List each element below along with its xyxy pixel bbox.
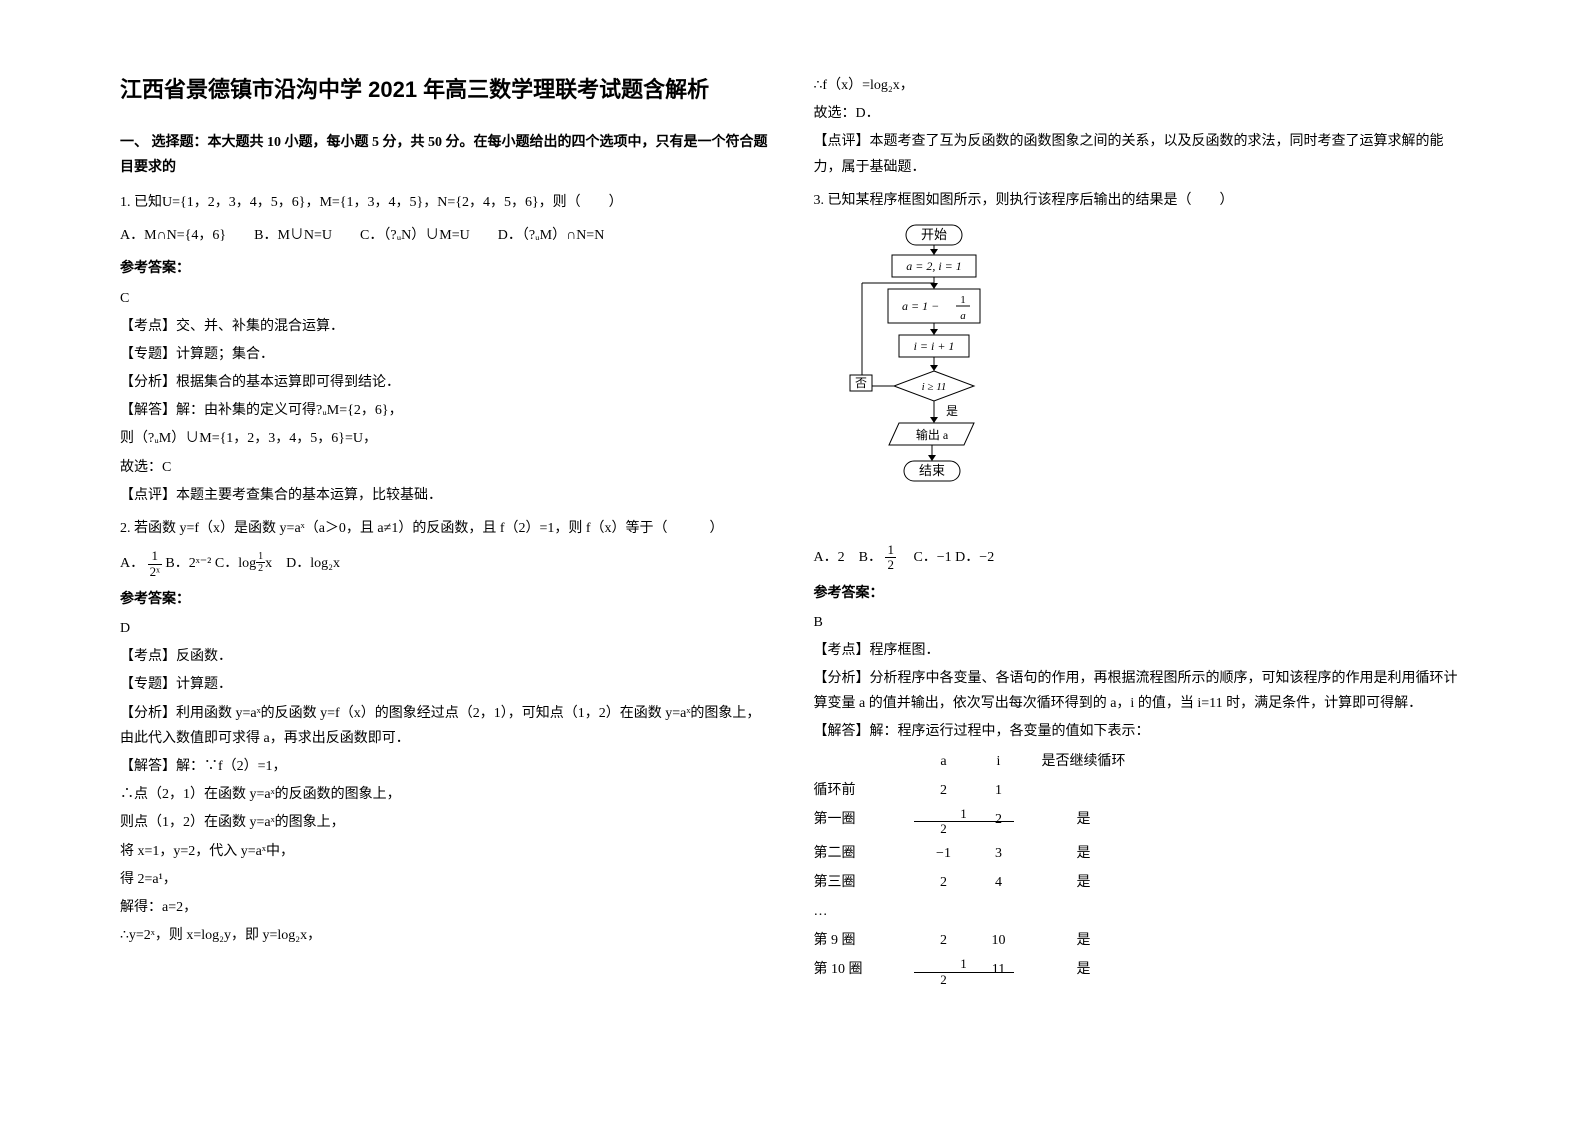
q3-a3: 【解答】解：程序运行过程中，各变量的值如下表示：	[814, 719, 1468, 744]
trace-r0: 循环前 2 1	[814, 778, 1468, 803]
flow-cond-text: i ≥ 11	[921, 381, 946, 393]
flow-frac-den: a	[960, 310, 966, 322]
q3-options: A．2 B． 1 2 C．−1 D．−2	[814, 543, 1468, 573]
q2-a5: ∴点（2，1）在函数 y=aˣ的反函数的图象上，	[120, 782, 774, 807]
q2-a2: 【专题】计算题．	[120, 672, 774, 697]
trace-dots: …	[814, 899, 1468, 924]
flowchart: 开始 a = 2, i = 1 a = 1 − 1 a i = i + 1 i …	[844, 223, 1468, 533]
flow-no-text: 否	[854, 376, 866, 390]
th-a: a	[914, 749, 974, 774]
right-column: ∴f（x）=log₂x， 故选：D． 【点评】本题考查了互为反函数的函数图象之间…	[794, 70, 1488, 1072]
q3-a1: 【考点】程序框图．	[814, 638, 1468, 663]
q2-analysis-cont: ∴f（x）=log₂x， 故选：D． 【点评】本题考查了互为反函数的函数图象之间…	[814, 73, 1468, 180]
trace-header: a i 是否继续循环	[814, 749, 1468, 774]
q2-a12: 故选：D．	[814, 101, 1468, 126]
q1-a2: 【专题】计算题；集合．	[120, 342, 774, 367]
q1-a7: 【点评】本题主要考查集合的基本运算，比较基础．	[120, 483, 774, 508]
q1-answer-label: 参考答案：	[120, 256, 774, 281]
q2-a6: 则点（1，2）在函数 y=aˣ的图象上，	[120, 810, 774, 835]
fraction-1-2x: 1 2ˣ	[148, 549, 162, 579]
q2-a9: 解得：a=2，	[120, 895, 774, 920]
th-cont: 是否继续循环	[1024, 749, 1144, 774]
flow-start-text: 开始	[920, 227, 946, 242]
q1-a5: 则（?ᵤM）∪M={1，2，3，4，5，6}=U，	[120, 426, 774, 451]
flow-end-text: 结束	[918, 463, 944, 478]
q2-optB2: x D．log₂x	[265, 556, 340, 571]
q2-a11: ∴f（x）=log₂x，	[814, 73, 1468, 98]
q3-stem: 3. 已知某程序框图如图所示，则执行该程序后输出的结果是（ ）	[814, 188, 1468, 213]
q2-optA: A．	[120, 556, 144, 571]
q3-a2: 【分析】分析程序中各变量、各语句的作用，再根据流程图所示的顺序，可知该程序的作用…	[814, 666, 1468, 716]
q1-a4: 【解答】解：由补集的定义可得?ᵤM={2，6}，	[120, 398, 774, 423]
trace-r3: 第三圈 2 4 是	[814, 870, 1468, 895]
q1-analysis: C 【考点】交、并、补集的混合运算． 【专题】计算题；集合． 【分析】根据集合的…	[120, 286, 774, 509]
q2-a4: 【解答】解：∵f（2）=1，	[120, 754, 774, 779]
q3-analysis: B 【考点】程序框图． 【分析】分析程序中各变量、各语句的作用，再根据流程图所示…	[814, 610, 1468, 987]
flow-out-text: 输出 a	[915, 427, 948, 442]
q1-options: A．M∩N={4，6} B．M∪N=U C．（?ᵤN）∪M=U D．（?ᵤM）∩…	[120, 223, 774, 248]
q2-options: A． 1 2ˣ B．2ˣ⁻² C．log 1 2 x D．log₂x	[120, 549, 774, 579]
q2-a1: 【考点】反函数．	[120, 644, 774, 669]
q1-stem: 1. 已知U={1，2，3，4，5，6}，M={1，3，4，5}，N={2，4，…	[120, 190, 774, 215]
q3-answer-label: 参考答案：	[814, 581, 1468, 606]
q2-a8: 得 2=a¹，	[120, 867, 774, 892]
q2-optB: B．2ˣ⁻² C．log	[165, 556, 256, 571]
flowchart-svg: 开始 a = 2, i = 1 a = 1 − 1 a i = i + 1 i …	[844, 223, 1044, 533]
flow-init-text: a = 2, i = 1	[906, 259, 962, 273]
q2-a3: 【分析】利用函数 y=aˣ的反函数 y=f（x）的图象经过点（2，1），可知点（…	[120, 701, 774, 751]
left-column: 江西省景德镇市沿沟中学 2021 年高三数学理联考试题含解析 一、 选择题：本大…	[100, 70, 794, 1072]
fraction-half-sub: 1 2	[256, 551, 265, 574]
th-i: i	[974, 749, 1024, 774]
page-title: 江西省景德镇市沿沟中学 2021 年高三数学理联考试题含解析	[120, 70, 774, 110]
q3-opt-part2: C．−1 D．−2	[899, 550, 994, 565]
q2-answer: D	[120, 616, 774, 641]
flow-calc-text: a = 1 −	[902, 299, 939, 313]
trace-r9: 第 9 圈 2 10 是	[814, 928, 1468, 953]
section-heading: 一、 选择题：本大题共 10 小题，每小题 5 分，共 50 分。在每小题给出的…	[120, 130, 774, 180]
trace-r1: 第一圈 12 2 是	[814, 807, 1468, 837]
flow-frac-num: 1	[960, 294, 966, 306]
q3-answer: B	[814, 610, 1468, 635]
q1-answer: C	[120, 286, 774, 311]
flow-yes-text: 是	[946, 404, 958, 418]
trace-r10: 第 10 圈 12 11 是	[814, 957, 1468, 987]
q2-analysis: D 【考点】反函数． 【专题】计算题． 【分析】利用函数 y=aˣ的反函数 y=…	[120, 616, 774, 948]
q2-stem: 2. 若函数 y=f（x）是函数 y=aˣ（a＞0，且 a≠1）的反函数，且 f…	[120, 516, 774, 541]
q2-answer-label: 参考答案：	[120, 587, 774, 612]
q2-a13: 【点评】本题考查了互为反函数的函数图象之间的关系，以及反函数的求法，同时考查了运…	[814, 129, 1468, 179]
q1-a3: 【分析】根据集合的基本运算即可得到结论．	[120, 370, 774, 395]
q1-a1: 【考点】交、并、补集的混合运算．	[120, 314, 774, 339]
flow-inc-text: i = i + 1	[913, 339, 954, 353]
fraction-half-opt: 1 2	[885, 543, 896, 573]
trace-r2: 第二圈 −1 3 是	[814, 841, 1468, 866]
q2-a10: ∴y=2ˣ，则 x=log₂y，即 y=log₂x，	[120, 923, 774, 948]
q2-a7: 将 x=1，y=2，代入 y=aˣ中，	[120, 839, 774, 864]
q1-a6: 故选：C	[120, 455, 774, 480]
q3-opt-part1: A．2 B．	[814, 550, 882, 565]
